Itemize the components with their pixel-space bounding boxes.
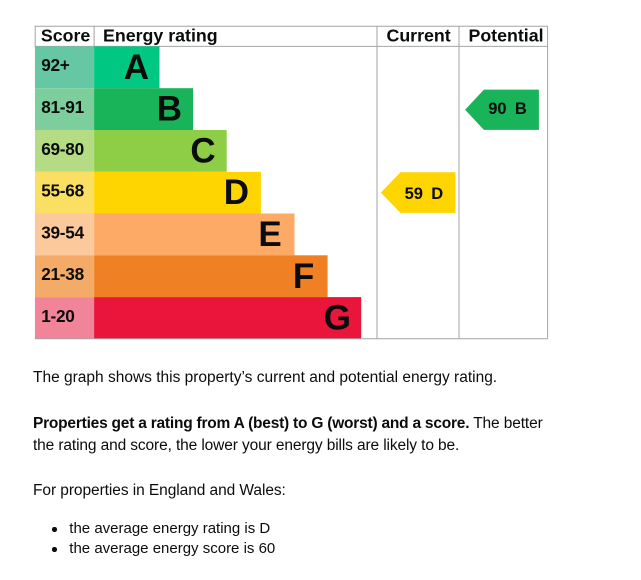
svg-text:39-54: 39-54: [41, 222, 84, 242]
svg-text:92+: 92+: [41, 55, 70, 75]
svg-text:E: E: [258, 215, 281, 254]
svg-text:Energy rating: Energy rating: [103, 26, 218, 46]
svg-text:G: G: [324, 299, 351, 338]
svg-text:59 D: 59 D: [405, 185, 444, 203]
svg-text:90 B: 90 B: [488, 100, 527, 118]
svg-text:Current: Current: [386, 26, 450, 46]
svg-text:D: D: [224, 173, 249, 212]
svg-text:1-20: 1-20: [41, 306, 74, 326]
svg-text:81-91: 81-91: [41, 97, 84, 117]
svg-text:B: B: [157, 90, 182, 129]
svg-text:21-38: 21-38: [41, 264, 84, 284]
svg-text:Potential: Potential: [468, 26, 543, 46]
svg-text:A: A: [124, 48, 149, 87]
svg-text:55-68: 55-68: [41, 181, 84, 201]
svg-text:69-80: 69-80: [41, 139, 84, 159]
svg-text:Score: Score: [41, 26, 91, 46]
svg-text:C: C: [190, 132, 215, 171]
svg-text:F: F: [293, 257, 314, 296]
